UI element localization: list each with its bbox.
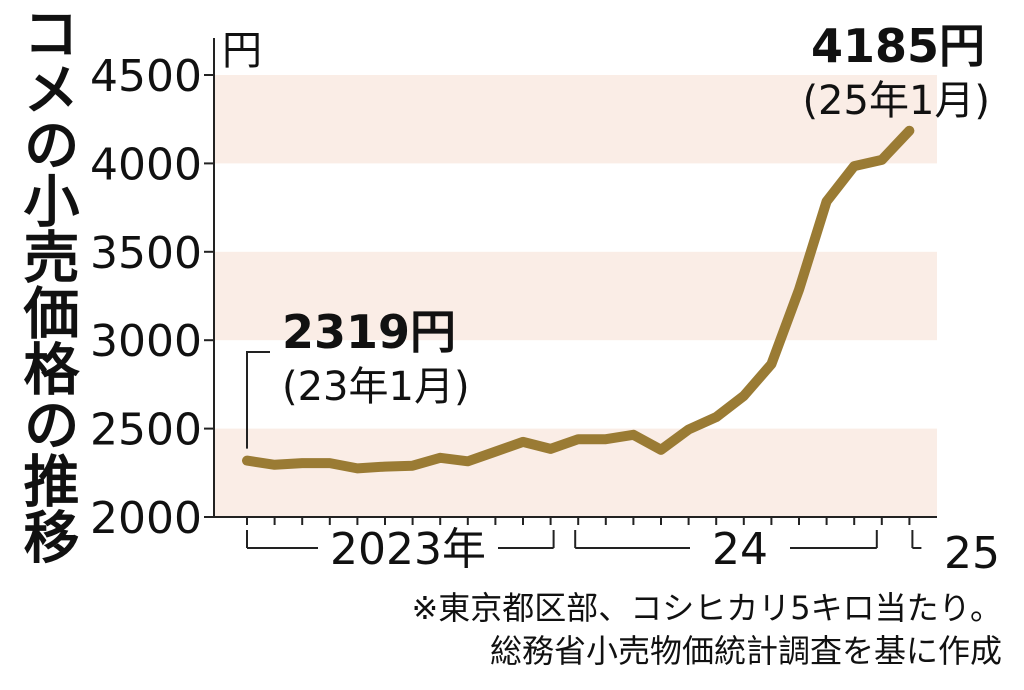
y-tick-label: 2500: [90, 405, 202, 456]
data-point: [795, 286, 803, 294]
data-point: [878, 156, 886, 164]
axes: [204, 38, 937, 525]
y-tick-label: 4000: [90, 139, 202, 190]
annotation-first-value: 2319円: [282, 305, 456, 359]
background-bands: [214, 75, 937, 517]
x-group-label-2023: 2023年: [330, 524, 486, 575]
data-point: [823, 197, 831, 205]
data-point: [740, 392, 748, 400]
data-point: [464, 457, 472, 465]
data-point: [905, 127, 913, 135]
data-point: [574, 435, 582, 443]
data-point: [657, 446, 665, 454]
annotation-last-value: 4185円: [811, 19, 985, 73]
footnote-basis: 総務省小売物価統計調査を基に作成: [489, 632, 1002, 670]
data-point: [519, 438, 527, 446]
data-point: [767, 360, 775, 368]
data-point: [298, 459, 306, 467]
data-point: [547, 445, 555, 453]
data-point: [353, 464, 361, 472]
data-point: [629, 431, 637, 439]
series-line: [242, 125, 915, 474]
vertical-title: コメの小売価格の推移: [14, 4, 79, 564]
y-tick-label: 4500: [90, 51, 202, 102]
x-axis-groups: 2023年 24 25: [246, 524, 1000, 579]
data-point: [850, 162, 858, 170]
y-tick-label: 2000: [90, 493, 202, 544]
footnote-source: ※東京都区部、コシヒカリ5キロ当たり。: [411, 589, 1002, 627]
data-point: [271, 461, 279, 469]
annotation-first-leader: [246, 351, 270, 449]
data-point: [685, 425, 693, 433]
annotation-first-date: (23年1月): [282, 364, 470, 410]
data-point: [243, 457, 251, 465]
data-point: [602, 435, 610, 443]
band-4000-4500: [214, 75, 937, 164]
data-point: [326, 459, 334, 467]
y-tick-labels: 2000 2500 3000 3500 4000 4500: [90, 51, 202, 544]
y-tick-label: 3500: [90, 228, 202, 279]
data-point: [712, 413, 720, 421]
x-group-label-24: 24: [712, 524, 768, 575]
y-axis-unit-label: 円: [222, 28, 262, 74]
x-group-label-25: 25: [944, 528, 1000, 579]
data-point: [381, 463, 389, 471]
annotations: 2319円 (23年1月) 4185円 (25年1月): [246, 19, 990, 449]
annotation-last-date: (25年1月): [802, 78, 990, 124]
data-point: [491, 448, 499, 456]
y-tick-label: 3000: [90, 316, 202, 367]
data-point: [436, 454, 444, 462]
band-3000-3500: [214, 251, 937, 341]
data-point: [409, 462, 417, 470]
